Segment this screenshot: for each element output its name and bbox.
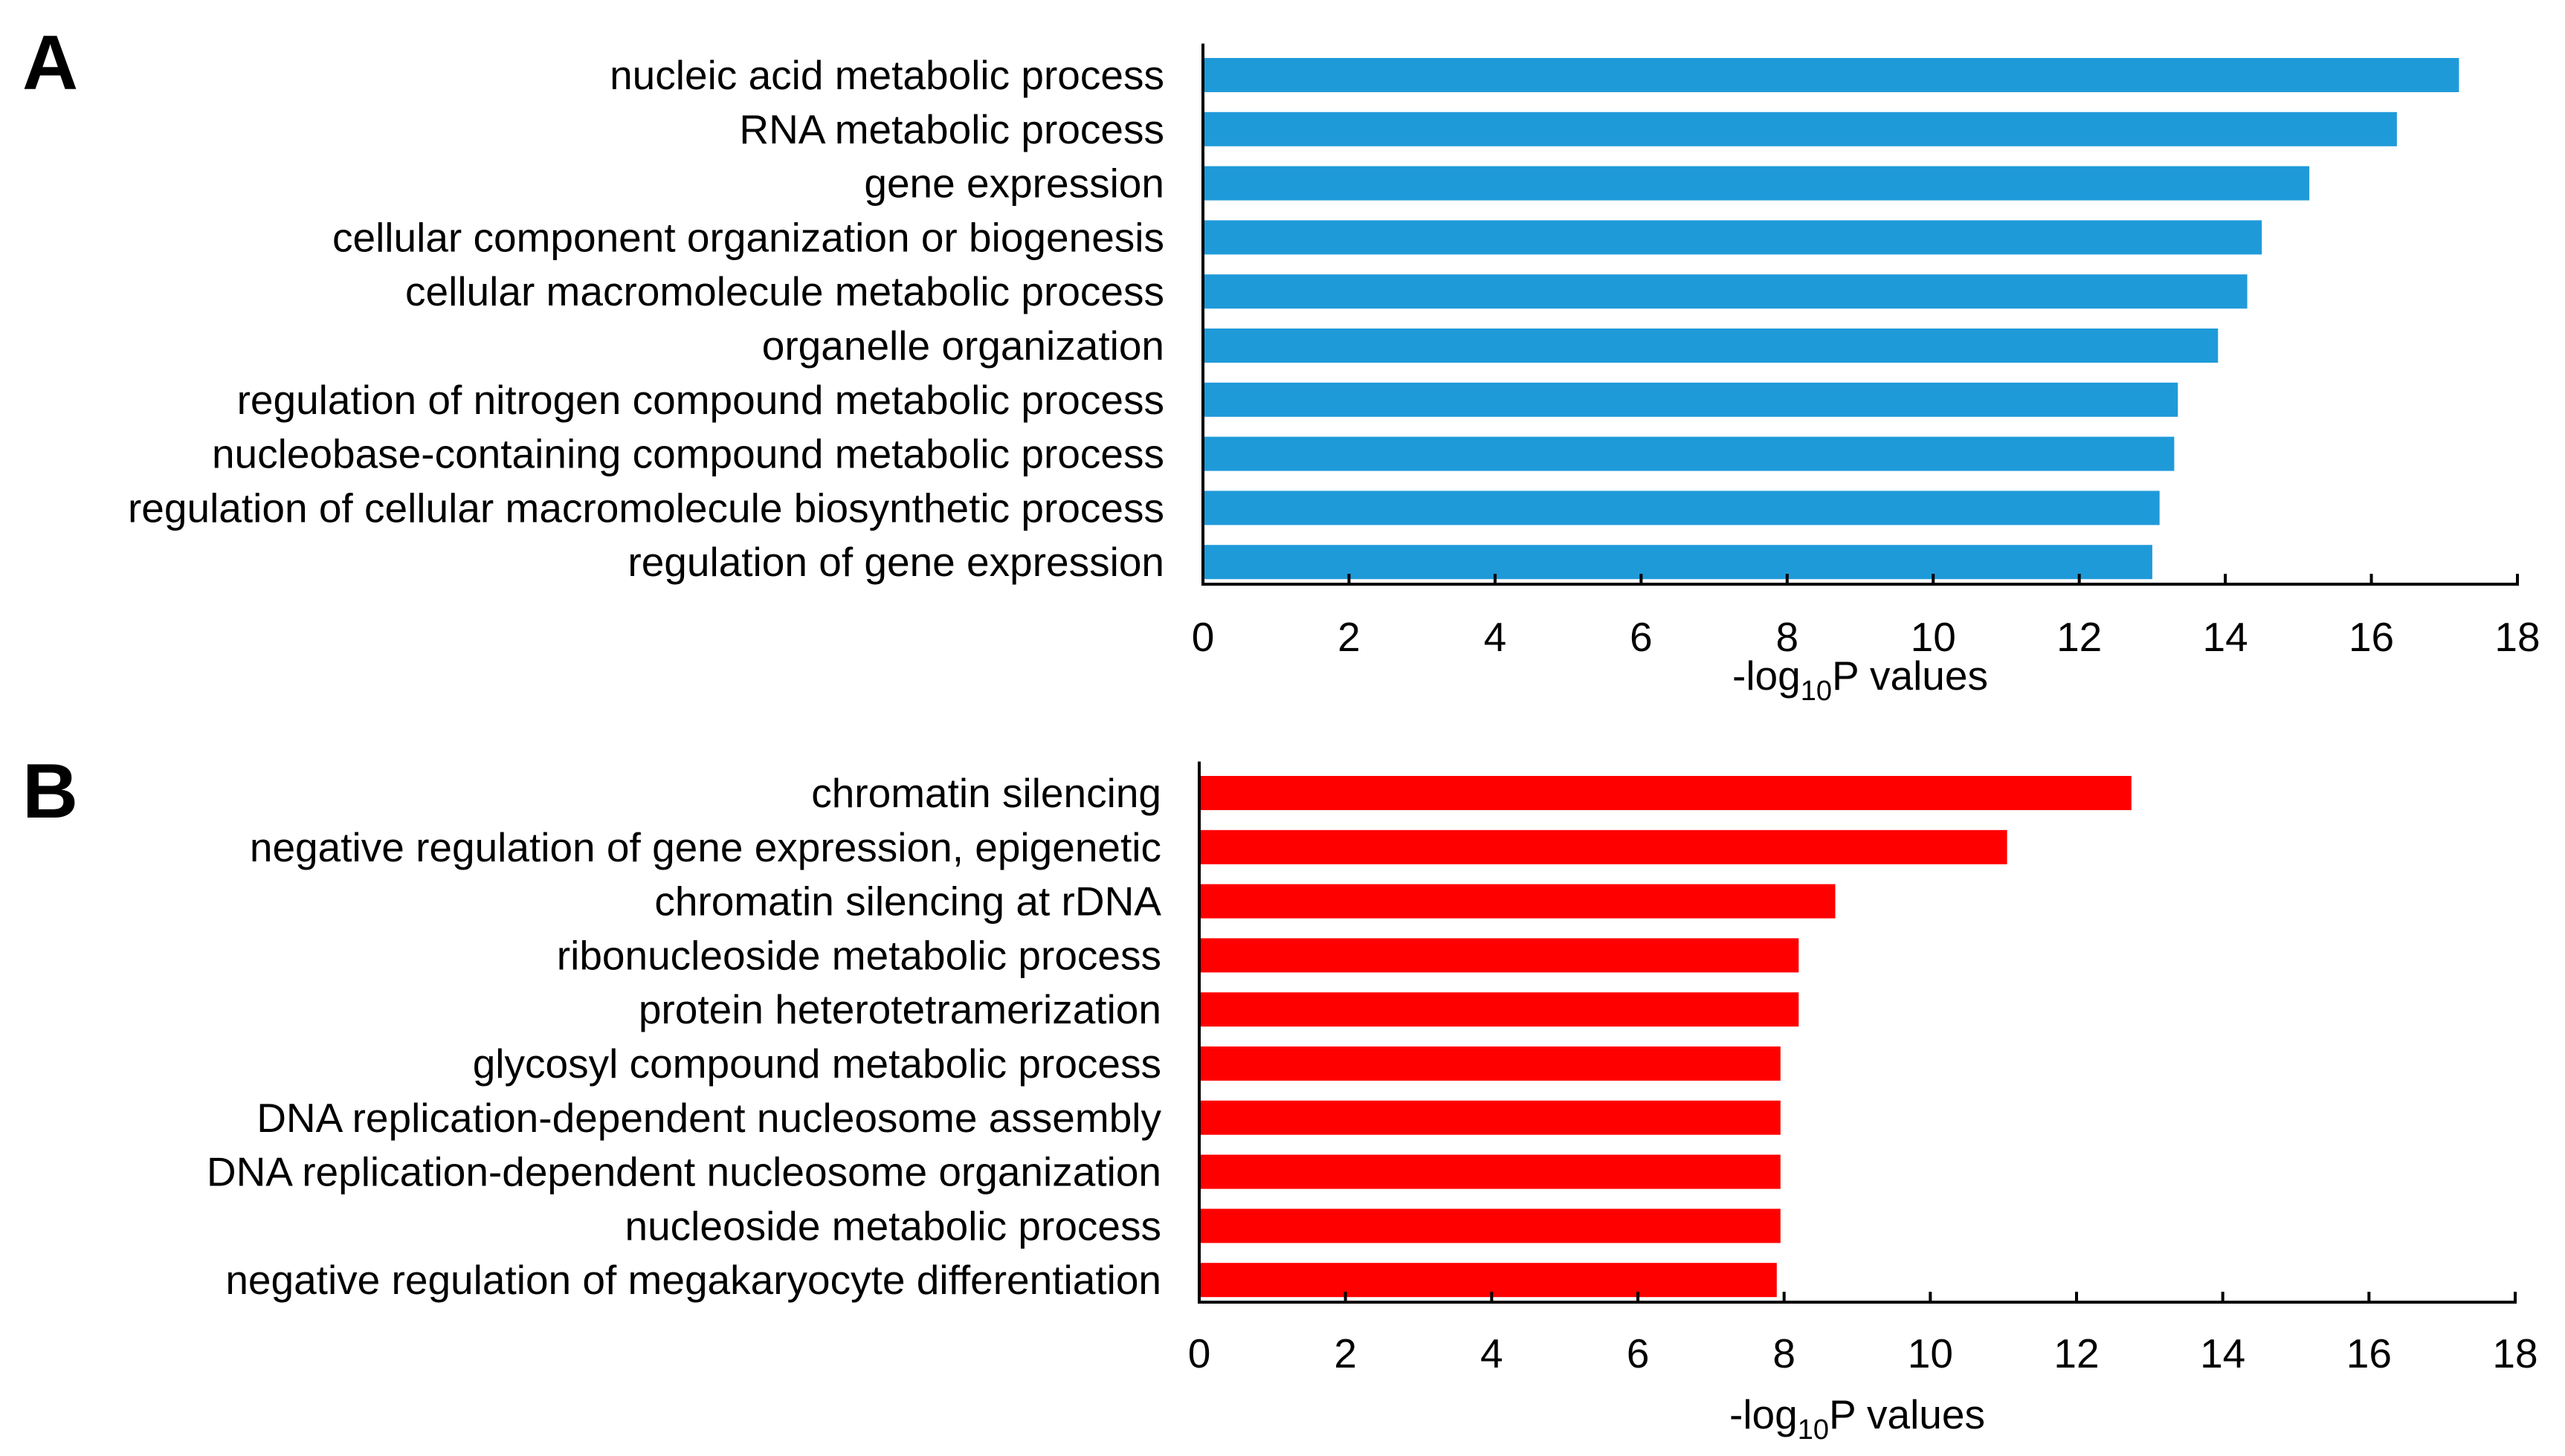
bar xyxy=(1199,1263,1777,1298)
x-tick-label: 10 xyxy=(1908,1330,1953,1376)
bar xyxy=(1203,329,2219,363)
bar xyxy=(1203,58,2459,92)
x-tick-label: 16 xyxy=(2349,614,2394,660)
bar xyxy=(1203,382,2178,417)
bar xyxy=(1199,992,1799,1027)
category-label: organelle organization xyxy=(762,323,1164,369)
category-label: cellular component organization or bioge… xyxy=(332,214,1164,260)
bar xyxy=(1199,938,1799,973)
bar xyxy=(1203,274,2248,309)
x-tick-label: 18 xyxy=(2492,1330,2537,1376)
category-label: protein heterotetramerization xyxy=(639,986,1161,1032)
x-axis-title: -log10P values xyxy=(1732,653,1988,707)
bar xyxy=(1199,1100,1781,1135)
category-label: glycosyl compound metabolic process xyxy=(473,1041,1161,1087)
category-label: regulation of cellular macromolecule bio… xyxy=(128,485,1164,531)
x-tick-label: 8 xyxy=(1772,1330,1796,1376)
panel-letter: A xyxy=(22,20,78,106)
category-label: DNA replication-dependent nucleosome org… xyxy=(207,1149,1161,1195)
x-tick-label: 2 xyxy=(1334,1330,1357,1376)
category-label: nucleic acid metabolic process xyxy=(610,52,1164,98)
x-axis-title-prefix: -log xyxy=(1732,653,1801,699)
x-axis-title-suffix: P values xyxy=(1829,1391,1985,1437)
bar xyxy=(1199,1209,1781,1243)
x-tick-label: 0 xyxy=(1192,614,1215,660)
x-tick-label: 0 xyxy=(1188,1330,1211,1376)
bar xyxy=(1203,545,2152,580)
x-axis-title-subscript: 10 xyxy=(1801,676,1832,707)
category-label: cellular macromolecule metabolic process xyxy=(405,268,1164,314)
x-tick-label: 4 xyxy=(1480,1330,1503,1376)
bar xyxy=(1203,491,2160,525)
category-label: negative regulation of gene expression, … xyxy=(250,824,1161,870)
x-tick-label: 6 xyxy=(1630,614,1653,660)
category-label: regulation of nitrogen compound metaboli… xyxy=(237,377,1164,423)
x-tick-label: 4 xyxy=(1484,614,1507,660)
category-label: DNA replication-dependent nucleosome ass… xyxy=(256,1095,1161,1141)
x-axis-title-suffix: P values xyxy=(1832,653,1988,699)
bar xyxy=(1203,111,2397,146)
bar xyxy=(1199,884,1836,919)
x-tick-label: 6 xyxy=(1627,1330,1650,1376)
category-label: negative regulation of megakaryocyte dif… xyxy=(225,1257,1161,1303)
bar xyxy=(1203,436,2175,471)
bar xyxy=(1199,776,2132,810)
x-tick-label: 8 xyxy=(1775,614,1798,660)
x-axis-title-subscript: 10 xyxy=(1798,1414,1829,1446)
category-label: nucleobase-containing compound metabolic… xyxy=(212,431,1164,477)
bar xyxy=(1203,220,2262,255)
x-tick-label: 18 xyxy=(2494,614,2540,660)
x-axis-title-prefix: -log xyxy=(1729,1391,1798,1437)
x-tick-label: 10 xyxy=(1911,614,1956,660)
x-tick-label: 14 xyxy=(2203,614,2248,660)
x-tick-label: 14 xyxy=(2200,1330,2245,1376)
x-tick-label: 12 xyxy=(2053,1330,2099,1376)
category-label: ribonucleoside metabolic process xyxy=(557,932,1161,978)
bar xyxy=(1199,1154,1781,1189)
x-tick-label: 2 xyxy=(1338,614,1361,660)
x-tick-label: 12 xyxy=(2056,614,2102,660)
panel-letter: B xyxy=(22,748,78,835)
category-label: nucleoside metabolic process xyxy=(625,1203,1162,1249)
category-label: chromatin silencing xyxy=(811,770,1161,816)
bar xyxy=(1199,829,2007,864)
category-label: RNA metabolic process xyxy=(739,106,1164,152)
x-axis-title: -log10P values xyxy=(1729,1391,1985,1446)
category-label: chromatin silencing at rDNA xyxy=(654,879,1161,925)
bar xyxy=(1203,166,2310,201)
category-label: regulation of gene expression xyxy=(627,539,1164,585)
bar xyxy=(1199,1046,1781,1081)
x-tick-label: 16 xyxy=(2346,1330,2392,1376)
category-label: gene expression xyxy=(864,161,1164,207)
